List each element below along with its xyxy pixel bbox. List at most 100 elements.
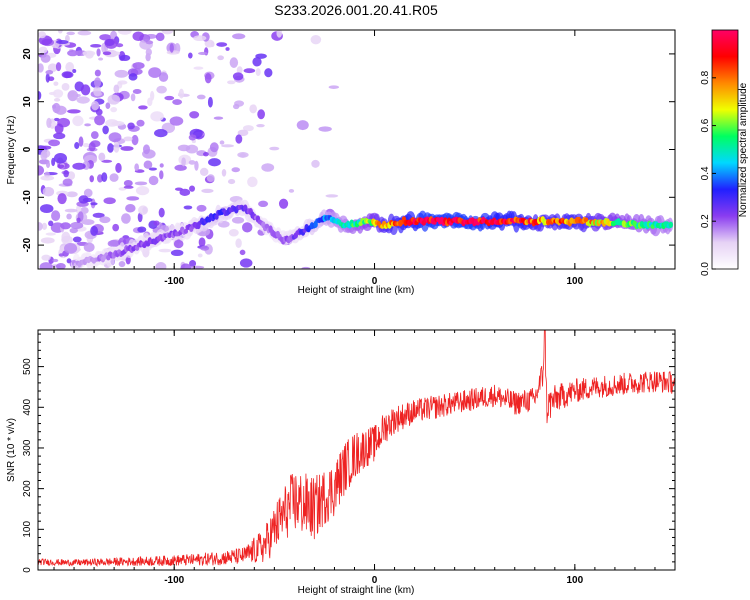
noise-blob [231,167,241,173]
noise-blob [114,69,129,78]
y-tick-label: 0 [22,567,33,573]
noise-blob [143,144,150,155]
noise-blob [118,261,126,268]
noise-blob [225,47,230,51]
noise-blob [120,146,134,151]
noise-blob [53,153,68,164]
noise-blob [91,100,100,111]
y-tick-label: 10 [22,96,33,108]
noise-blob [200,245,210,251]
noise-blob [328,85,340,89]
colorbar-tick-label: 0.8 [700,70,711,84]
noise-blob [172,99,183,105]
noise-blob [174,187,183,191]
noise-blob [41,254,51,261]
noise-blob [38,46,48,54]
noise-blob [164,95,175,101]
noise-blob [189,185,196,192]
noise-blob [198,237,206,248]
noise-blob [153,220,160,226]
noise-blob [90,225,98,236]
noise-blob [88,142,96,152]
noise-blob [115,43,124,48]
noise-blob [74,142,80,150]
noise-blob [67,49,79,57]
noise-blob [227,80,236,85]
noise-blob [199,167,209,177]
noise-blob [39,204,54,214]
x-tick-label: 100 [566,276,583,287]
colorbar: 0.0 0.2 0.4 0.6 0.8 Normalized spectral ampl… [700,29,749,276]
noise-blob [52,89,64,98]
noise-blob [128,73,138,81]
y-tick-label: -10 [22,190,33,205]
noise-blob [67,90,79,102]
noise-blob [53,97,61,102]
noise-blob [64,34,70,43]
noise-blob [78,136,84,147]
noise-blob [150,111,164,122]
noise-blob [288,189,295,193]
noise-blob [203,152,209,157]
noise-blob [237,129,249,137]
noise-blob [142,35,150,42]
noise-blob [83,242,95,253]
noise-blob [325,194,339,198]
colorbar-gradient [711,29,739,270]
noise-blob [188,52,193,59]
noise-blob [64,242,78,254]
noise-blob [56,39,69,45]
noise-blob [134,163,140,172]
noise-blob [117,80,128,85]
noise-blob [189,111,200,119]
noise-blob [58,253,64,257]
noise-blob [166,50,180,55]
noise-blob [213,116,224,120]
noise-blob [51,210,61,222]
noise-blob [125,204,136,213]
noise-blob [107,94,121,105]
noise-blob [134,181,148,186]
noise-blob [276,30,283,38]
spectrogram-xlabel: Height of straight line (km) [298,285,415,296]
noise-blob [189,260,197,267]
noise-blob [209,142,219,153]
ridge-point [668,221,673,228]
noise-blob [180,263,192,269]
noise-blob [137,212,143,223]
noise-blob [235,238,242,249]
noise-blob [190,265,205,269]
noise-blob [121,213,131,224]
noise-blob [105,119,119,127]
figure-title: S233.2026.001.20.41.R05 [274,2,438,18]
noise-blob [38,31,47,39]
noise-blob [46,117,52,129]
noise-blob [311,159,320,168]
noise-blob [64,208,78,213]
snr-series-line [38,330,675,568]
noise-blob [161,30,174,35]
noise-blob [174,164,187,171]
noise-blob [178,88,184,99]
noise-blob [77,30,92,36]
noise-blob [301,266,311,269]
noise-blob [57,30,63,34]
noise-blob [264,68,273,78]
noise-blob [61,71,73,79]
noise-blob [158,248,172,253]
noise-blob [239,258,253,268]
noise-blob [147,97,153,107]
noise-blob [169,116,184,126]
noise-blob [148,175,159,186]
noise-blob [138,205,149,215]
noise-blob [53,81,59,86]
noise-blob [183,205,193,210]
noise-blob [42,186,55,197]
noise-blob [47,63,58,73]
noise-blob [69,227,78,234]
noise-blob [179,188,191,196]
noise-blob [159,163,164,168]
noise-blob [107,240,120,248]
noise-blob [90,131,99,140]
y-tick-label: 20 [22,48,33,60]
